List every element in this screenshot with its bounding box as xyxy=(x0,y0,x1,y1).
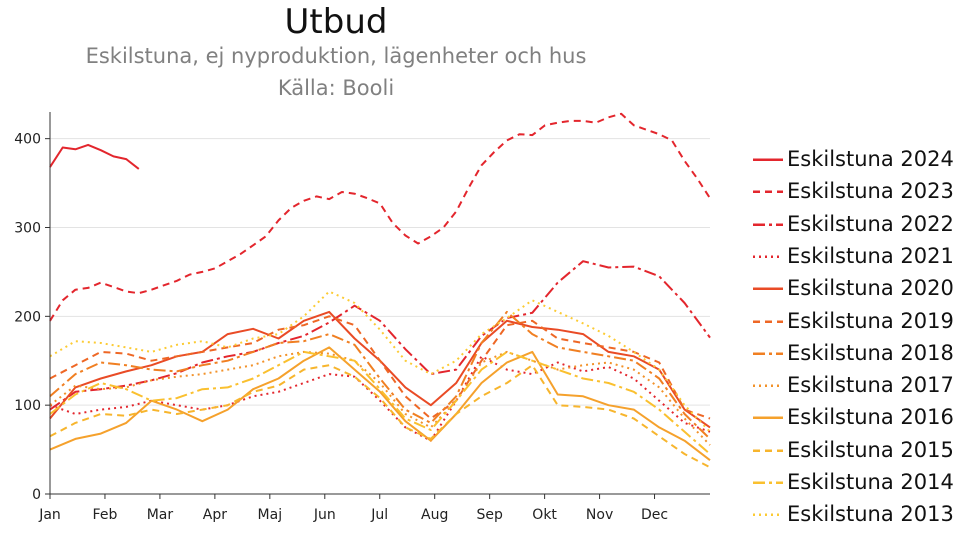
x-tick-label: Jul xyxy=(370,507,388,523)
legend-swatch xyxy=(753,384,783,388)
legend-item: Eskilstuna 2024 xyxy=(752,143,977,175)
legend-item: Eskilstuna 2014 xyxy=(752,466,977,498)
legend-swatch xyxy=(753,158,783,161)
x-tick-label: Aug xyxy=(421,507,448,523)
series-line xyxy=(49,350,711,455)
chart-source: Källa: Booli xyxy=(277,76,395,100)
series-line xyxy=(49,310,711,440)
legend-swatch xyxy=(753,223,783,226)
legend-item: Eskilstuna 2021 xyxy=(752,240,977,272)
y-tick-label: 300 xyxy=(14,220,41,236)
x-tick-label: Apr xyxy=(203,507,227,523)
legend-label: Eskilstuna 2018 xyxy=(787,340,954,365)
legend-item: Eskilstuna 2020 xyxy=(752,272,977,304)
legend-label: Eskilstuna 2016 xyxy=(787,405,954,430)
grid-lines xyxy=(50,138,710,406)
legend-swatch xyxy=(753,255,783,258)
series-line xyxy=(49,290,711,433)
x-tick-label: Dec xyxy=(641,507,668,523)
legend-item: Eskilstuna 2016 xyxy=(752,401,977,433)
series-line xyxy=(49,112,711,322)
legend-item: Eskilstuna 2017 xyxy=(752,369,977,401)
chart-subtitle: Eskilstuna, ej nyproduktion, lägenheter … xyxy=(85,44,587,68)
x-tick-label: Sep xyxy=(476,507,503,523)
legend-swatch xyxy=(753,416,783,420)
x-tick-label: Maj xyxy=(258,507,283,523)
x-tick-label: Mar xyxy=(147,507,174,523)
legend-label: Eskilstuna 2024 xyxy=(787,147,954,171)
x-tick-label: Nov xyxy=(586,507,613,523)
legend-swatch xyxy=(753,513,783,517)
legend-item: Eskilstuna 2022 xyxy=(752,208,977,240)
legend-swatch xyxy=(753,320,783,323)
y-tick-label: 200 xyxy=(14,309,41,325)
legend-label: Eskilstuna 2014 xyxy=(787,470,954,494)
series-line xyxy=(49,260,711,411)
legend-label: Eskilstuna 2013 xyxy=(787,502,954,527)
legend-label: Eskilstuna 2023 xyxy=(787,179,954,204)
legend-label: Eskilstuna 2019 xyxy=(787,308,954,333)
series-lines xyxy=(49,112,711,469)
series-line xyxy=(49,143,140,170)
legend-label: Eskilstuna 2021 xyxy=(787,243,954,268)
x-tick-label: Feb xyxy=(93,507,118,523)
legend-swatch xyxy=(753,352,783,355)
legend-item: Eskilstuna 2023 xyxy=(752,175,977,207)
legend-item: Eskilstuna 2018 xyxy=(752,337,977,369)
x-tick-label: Jun xyxy=(313,507,336,523)
legend-swatch xyxy=(753,287,783,291)
legend-swatch xyxy=(753,481,783,484)
y-tick-label: 100 xyxy=(14,398,41,414)
line-chart: 0 100 200 300 400 Jan Feb Mar Apr Maj Jun Jul Aug Sep… xyxy=(14,112,711,523)
legend-swatch xyxy=(753,449,783,452)
legend-label: Eskilstuna 2015 xyxy=(787,437,954,462)
legend-label: Eskilstuna 2017 xyxy=(787,373,954,398)
y-tick-label: 400 xyxy=(14,132,41,148)
axes: 0 100 200 300 400 Jan Feb Mar Apr Maj Jun Jul Aug Sep… xyxy=(14,112,710,523)
legend-item: Eskilstuna 2019 xyxy=(752,305,977,337)
x-tick-label: Okt xyxy=(532,507,557,523)
y-tick-label: 0 xyxy=(32,487,41,503)
chart-title: Utbud xyxy=(284,2,388,42)
series-line xyxy=(49,346,711,461)
series-line xyxy=(49,364,711,469)
legend-swatch xyxy=(753,190,783,194)
x-tick-label: Jan xyxy=(38,507,61,523)
legend-item: Eskilstuna 2013 xyxy=(752,498,977,530)
series-line xyxy=(49,315,711,420)
legend-label: Eskilstuna 2022 xyxy=(787,211,954,236)
legend-item: Eskilstuna 2015 xyxy=(752,434,977,466)
legend-label: Eskilstuna 2020 xyxy=(787,276,954,301)
series-line xyxy=(49,355,711,442)
